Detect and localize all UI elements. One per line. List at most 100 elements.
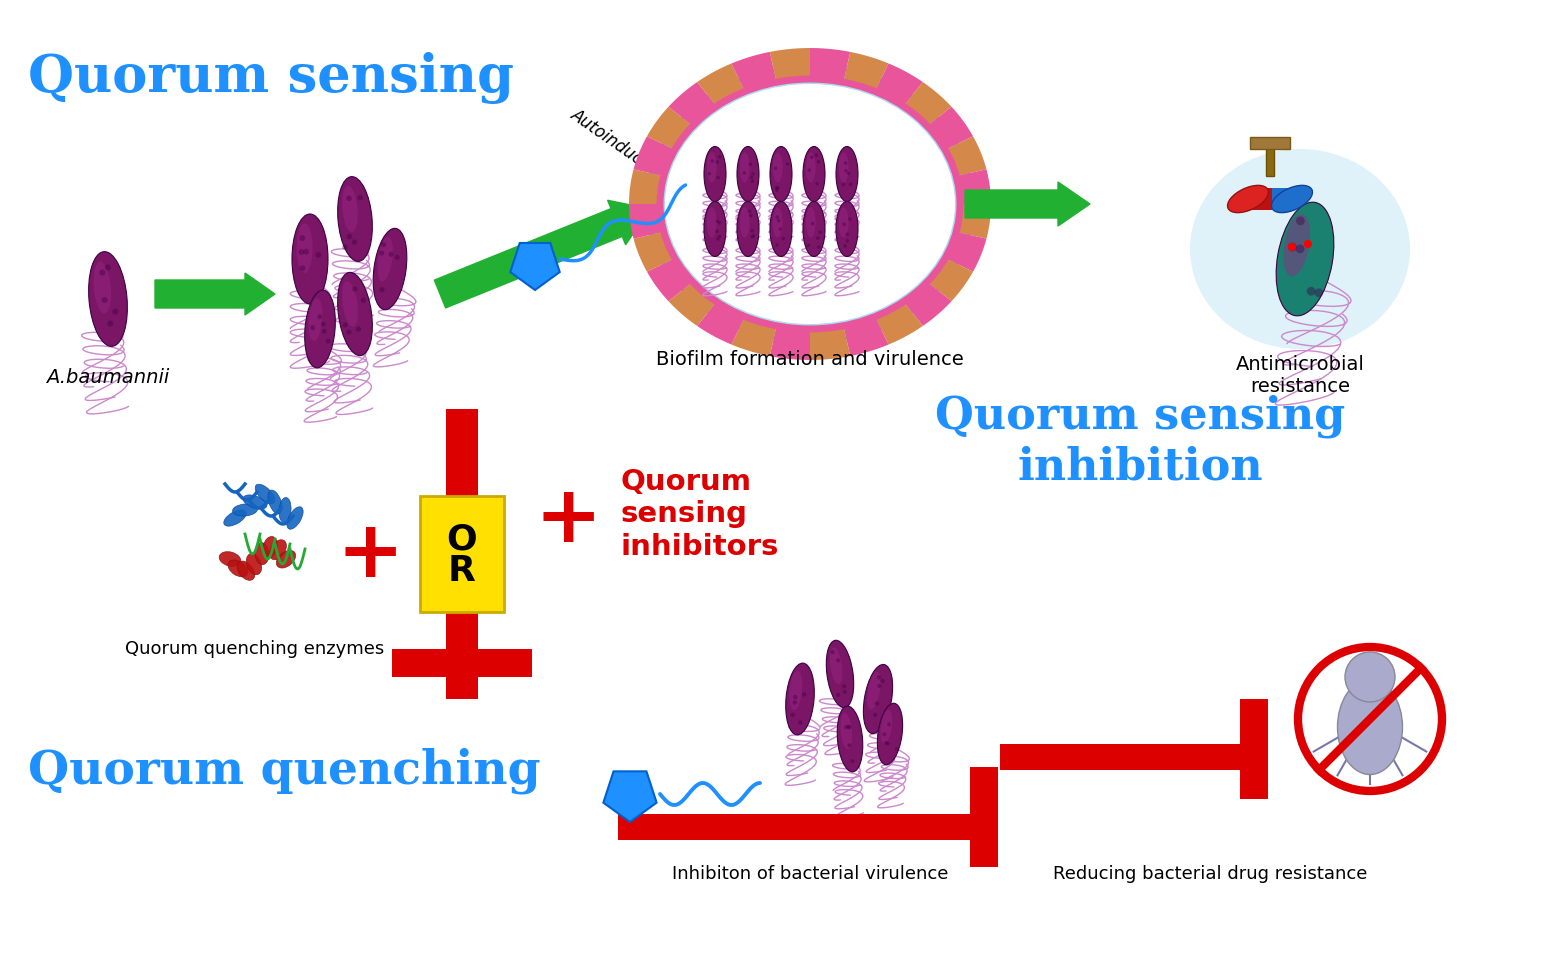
Circle shape xyxy=(351,287,358,292)
Circle shape xyxy=(347,196,351,202)
Ellipse shape xyxy=(1283,215,1311,277)
Ellipse shape xyxy=(263,537,277,559)
FancyArrow shape xyxy=(434,201,650,309)
Circle shape xyxy=(715,231,718,234)
Circle shape xyxy=(886,723,891,727)
Circle shape xyxy=(101,298,107,304)
Polygon shape xyxy=(874,300,922,345)
Circle shape xyxy=(844,726,847,730)
Circle shape xyxy=(751,181,754,184)
Ellipse shape xyxy=(337,273,372,357)
Ellipse shape xyxy=(737,202,759,257)
Circle shape xyxy=(718,156,722,159)
Circle shape xyxy=(774,187,779,191)
Ellipse shape xyxy=(802,202,826,257)
Ellipse shape xyxy=(269,540,286,560)
Polygon shape xyxy=(697,300,746,345)
Polygon shape xyxy=(902,83,952,129)
Circle shape xyxy=(104,265,110,272)
Circle shape xyxy=(816,237,819,240)
Polygon shape xyxy=(731,315,778,357)
Ellipse shape xyxy=(378,237,393,282)
Ellipse shape xyxy=(342,281,358,327)
Bar xyxy=(617,814,987,840)
Circle shape xyxy=(779,228,782,232)
Circle shape xyxy=(316,253,322,259)
Circle shape xyxy=(785,163,790,167)
Polygon shape xyxy=(953,205,991,239)
Circle shape xyxy=(847,726,852,730)
Circle shape xyxy=(843,245,847,248)
Bar xyxy=(1252,189,1288,211)
Text: Antimicrobial
resistance: Antimicrobial resistance xyxy=(1236,355,1364,396)
Ellipse shape xyxy=(305,291,336,368)
Polygon shape xyxy=(810,49,851,86)
Circle shape xyxy=(100,271,106,276)
Circle shape xyxy=(844,170,847,173)
Circle shape xyxy=(847,218,852,222)
Ellipse shape xyxy=(246,554,261,575)
Circle shape xyxy=(793,695,798,700)
Circle shape xyxy=(847,173,851,176)
Ellipse shape xyxy=(863,664,893,734)
Circle shape xyxy=(807,169,812,173)
Circle shape xyxy=(750,177,753,180)
Polygon shape xyxy=(942,232,986,273)
Ellipse shape xyxy=(89,252,128,347)
Circle shape xyxy=(356,327,361,332)
Circle shape xyxy=(718,235,722,239)
Circle shape xyxy=(708,173,711,176)
Circle shape xyxy=(847,743,851,747)
Ellipse shape xyxy=(802,148,826,202)
Ellipse shape xyxy=(708,208,717,238)
Ellipse shape xyxy=(868,672,880,710)
Bar xyxy=(1272,189,1292,211)
Circle shape xyxy=(882,733,886,737)
Polygon shape xyxy=(647,258,695,302)
Polygon shape xyxy=(647,107,695,151)
Circle shape xyxy=(815,183,819,187)
Ellipse shape xyxy=(255,485,275,504)
Circle shape xyxy=(812,223,815,226)
Polygon shape xyxy=(925,258,973,302)
Bar xyxy=(392,650,532,677)
Circle shape xyxy=(1288,243,1295,252)
Circle shape xyxy=(711,160,714,163)
Circle shape xyxy=(358,195,362,201)
Ellipse shape xyxy=(647,67,973,343)
Polygon shape xyxy=(630,205,667,239)
Circle shape xyxy=(830,651,835,655)
Polygon shape xyxy=(633,137,678,178)
Circle shape xyxy=(300,266,305,272)
Circle shape xyxy=(748,163,753,167)
Circle shape xyxy=(347,234,351,240)
Circle shape xyxy=(807,244,810,248)
Ellipse shape xyxy=(704,148,726,202)
Circle shape xyxy=(750,215,753,218)
Circle shape xyxy=(816,161,821,164)
Ellipse shape xyxy=(770,202,791,257)
Text: Inhibiton of bacterial virulence: Inhibiton of bacterial virulence xyxy=(672,864,949,882)
Circle shape xyxy=(851,759,855,763)
Circle shape xyxy=(818,232,823,234)
Text: O
R: O R xyxy=(446,522,477,587)
Ellipse shape xyxy=(278,498,291,523)
Ellipse shape xyxy=(219,552,241,567)
Circle shape xyxy=(843,224,846,227)
Circle shape xyxy=(880,679,885,683)
FancyArrow shape xyxy=(966,183,1090,227)
Polygon shape xyxy=(925,107,973,151)
Bar xyxy=(1266,142,1274,177)
Circle shape xyxy=(846,240,849,243)
Circle shape xyxy=(322,329,327,334)
Circle shape xyxy=(751,230,754,234)
Circle shape xyxy=(846,725,851,729)
Circle shape xyxy=(790,713,795,717)
Ellipse shape xyxy=(840,713,852,749)
Polygon shape xyxy=(669,280,718,326)
Circle shape xyxy=(361,298,365,304)
Text: Quorum
sensing
inhibitors: Quorum sensing inhibitors xyxy=(620,468,779,560)
Ellipse shape xyxy=(837,706,863,772)
Ellipse shape xyxy=(805,208,816,238)
Polygon shape xyxy=(697,64,746,109)
